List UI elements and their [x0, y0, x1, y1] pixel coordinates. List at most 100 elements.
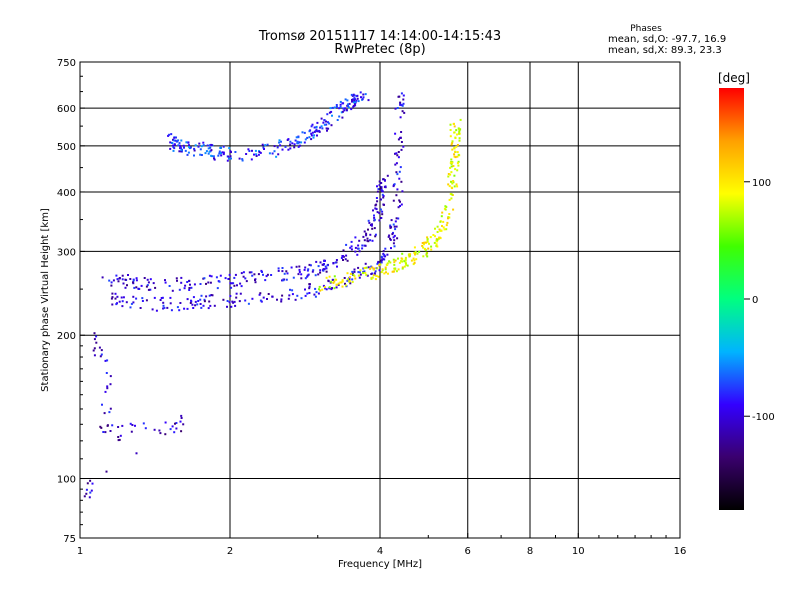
- data-point: [229, 295, 232, 297]
- data-point: [295, 265, 298, 268]
- data-point: [424, 241, 427, 244]
- data-point: [129, 278, 132, 280]
- data-point: [451, 142, 454, 145]
- data-point: [143, 277, 146, 279]
- data-point: [328, 111, 331, 114]
- data-point: [167, 134, 170, 137]
- data-point: [354, 246, 357, 249]
- data-point: [451, 182, 454, 185]
- data-point: [339, 281, 342, 284]
- data-point: [401, 267, 404, 270]
- data-point: [424, 249, 427, 252]
- data-point: [280, 140, 282, 143]
- data-point: [405, 262, 407, 265]
- y-axis-label: Stationary phase Virtual Height [km]: [40, 208, 51, 392]
- data-point: [266, 143, 269, 146]
- data-point: [338, 115, 341, 118]
- data-point: [100, 426, 103, 429]
- data-point: [178, 150, 181, 153]
- data-point: [200, 154, 203, 156]
- data-point: [353, 101, 356, 104]
- data-point: [228, 147, 231, 150]
- data-point: [247, 302, 250, 305]
- data-point: [382, 250, 385, 253]
- data-point: [99, 425, 102, 428]
- data-point: [400, 203, 403, 206]
- data-point: [344, 284, 347, 287]
- data-point: [131, 424, 134, 426]
- data-point: [346, 99, 349, 102]
- data-point: [398, 95, 401, 98]
- data-point: [373, 227, 376, 230]
- data-point: [349, 272, 352, 275]
- data-point: [335, 106, 338, 108]
- data-point: [326, 113, 329, 116]
- data-point: [349, 276, 351, 279]
- data-point: [308, 136, 311, 139]
- data-point: [360, 96, 362, 99]
- data-point: [393, 183, 396, 186]
- data-point: [381, 213, 384, 216]
- data-point: [254, 149, 257, 152]
- data-point: [172, 146, 175, 148]
- data-point: [90, 489, 93, 492]
- data-point: [382, 195, 385, 197]
- data-point: [281, 270, 284, 273]
- data-point: [254, 281, 257, 284]
- data-point: [434, 235, 436, 238]
- data-point: [288, 294, 291, 297]
- data-point: [227, 278, 230, 280]
- data-point: [227, 155, 230, 158]
- data-point: [172, 138, 174, 141]
- data-point: [109, 407, 112, 410]
- data-point: [289, 147, 292, 150]
- data-point: [413, 261, 416, 264]
- data-point: [234, 151, 237, 153]
- data-point: [345, 109, 348, 111]
- data-point: [449, 123, 452, 126]
- data-point: [362, 267, 365, 270]
- data-point: [202, 144, 205, 147]
- data-point: [356, 94, 359, 97]
- data-point: [147, 288, 150, 291]
- data-point: [457, 160, 460, 163]
- data-point: [93, 332, 96, 335]
- data-point: [220, 154, 223, 157]
- data-point: [354, 98, 356, 101]
- data-point: [217, 154, 220, 157]
- data-point: [402, 98, 405, 101]
- data-point: [373, 214, 375, 217]
- y-tick-label: 300: [57, 247, 76, 258]
- data-point: [380, 271, 383, 274]
- data-point: [189, 146, 192, 149]
- data-point: [332, 262, 335, 264]
- data-point: [361, 244, 364, 247]
- data-point: [281, 148, 284, 151]
- data-point: [251, 149, 253, 152]
- data-point: [423, 241, 426, 244]
- data-point: [381, 268, 384, 271]
- data-point: [229, 282, 232, 285]
- data-point: [425, 253, 428, 256]
- data-point: [308, 283, 311, 286]
- data-point: [447, 173, 450, 175]
- data-point: [380, 188, 383, 191]
- data-point: [388, 260, 391, 263]
- data-point: [304, 266, 307, 269]
- data-point: [162, 307, 165, 310]
- data-point: [370, 224, 373, 227]
- data-point: [159, 299, 162, 301]
- data-point: [422, 246, 425, 249]
- data-point: [103, 412, 106, 415]
- data-point: [207, 147, 210, 150]
- data-point: [180, 430, 183, 433]
- data-point: [439, 220, 442, 223]
- data-point: [373, 267, 376, 270]
- data-point: [104, 390, 107, 393]
- data-point: [455, 129, 458, 132]
- data-point: [357, 274, 360, 277]
- data-point: [346, 279, 349, 282]
- data-point: [364, 262, 367, 265]
- data-point: [294, 298, 297, 301]
- data-point: [314, 295, 317, 298]
